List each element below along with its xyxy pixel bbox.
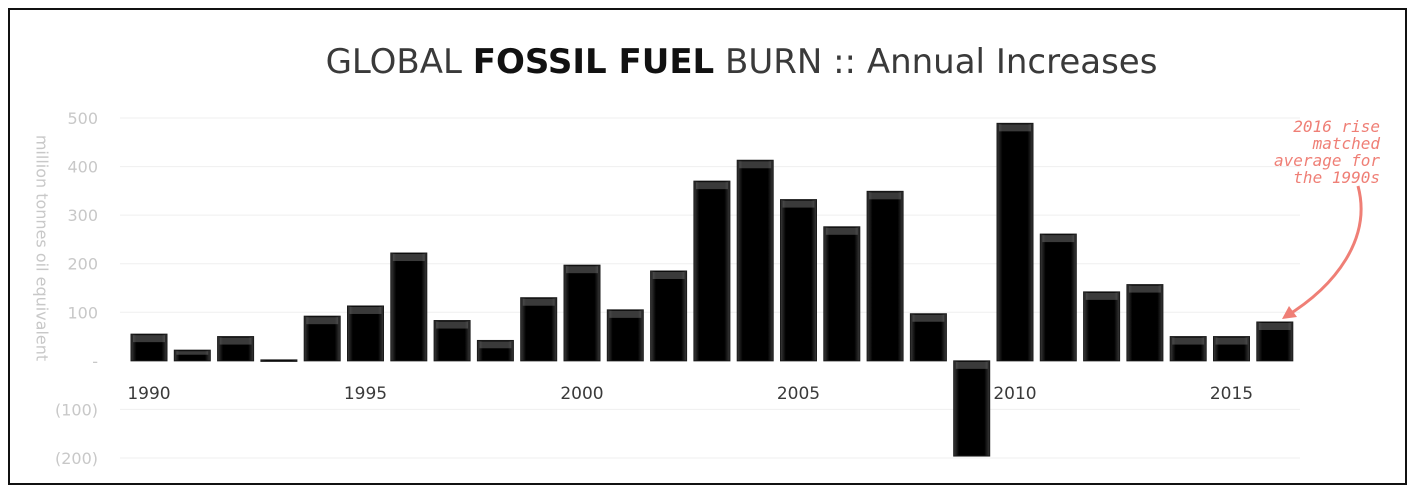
- bar-highlight: [306, 317, 339, 325]
- bar-highlight: [652, 272, 685, 279]
- bar-highlight: [219, 337, 252, 345]
- bar: [390, 252, 428, 362]
- y-tick-label: (200): [55, 449, 98, 468]
- bar: [217, 336, 255, 362]
- bar: [1039, 233, 1077, 362]
- bar-body: [1126, 284, 1164, 362]
- bar-body: [780, 199, 817, 362]
- y-tick-label: 200: [67, 255, 98, 274]
- bar: [130, 333, 168, 362]
- x-tick-label: 1990: [127, 384, 170, 404]
- bar: [693, 180, 731, 362]
- y-tick-label: 400: [67, 158, 98, 177]
- bar: [1083, 291, 1121, 362]
- bar: [260, 359, 298, 362]
- bar: [1169, 336, 1207, 362]
- x-tick-label: 2015: [1210, 384, 1253, 404]
- bar-body: [390, 252, 428, 362]
- chart-title-suffix: BURN :: Annual Increases: [714, 42, 1158, 82]
- y-tick-label: (100): [55, 400, 98, 419]
- bar-highlight: [1128, 285, 1161, 293]
- bar-body: [736, 159, 774, 362]
- bar-highlight: [133, 335, 165, 343]
- x-tick-label: 2010: [993, 384, 1036, 404]
- bar-body: [347, 305, 384, 362]
- bar-highlight: [1215, 337, 1248, 345]
- y-tick-label: 500: [67, 109, 98, 128]
- bar: [1213, 336, 1250, 362]
- bar-highlight: [739, 161, 772, 169]
- chart-title-bold: FOSSIL FUEL: [472, 42, 715, 82]
- bar-body: [173, 349, 211, 362]
- bars: [130, 122, 1294, 457]
- bar: [736, 159, 774, 362]
- bar-highlight: [912, 314, 945, 322]
- bar: [909, 313, 947, 362]
- bar: [606, 309, 644, 362]
- annotation-text: 2016 rise matched average for the 1990s: [1274, 117, 1380, 187]
- bar: [347, 305, 384, 362]
- bar-body: [866, 190, 904, 362]
- bar-highlight: [566, 266, 598, 274]
- chart-title: GLOBAL FOSSIL FUEL BURN :: Annual Increa…: [0, 42, 1417, 82]
- bar: [1126, 284, 1164, 362]
- bar: [780, 199, 817, 362]
- bar-body: [953, 360, 991, 457]
- bar-body: [823, 226, 861, 362]
- bar-highlight: [349, 306, 382, 314]
- bar-highlight: [479, 341, 512, 349]
- bar: [563, 264, 601, 362]
- bar-body: [606, 309, 644, 362]
- bar-highlight: [955, 361, 988, 369]
- bar-body: [693, 180, 731, 362]
- bar: [476, 339, 514, 362]
- x-axis-ticks: 1990 1995 2000 2005 2010 2015: [127, 384, 1253, 404]
- annotation-arrowhead: [1282, 306, 1297, 319]
- bar-body: [650, 270, 688, 362]
- x-tick-label: 1995: [344, 384, 387, 404]
- bar-body: [1083, 291, 1121, 362]
- bar-highlight: [869, 192, 902, 200]
- bar-highlight: [825, 227, 858, 235]
- x-tick-label: 2005: [777, 384, 820, 404]
- y-tick-label: 100: [67, 303, 98, 322]
- bar-highlight: [1085, 292, 1118, 300]
- bar: [953, 360, 991, 457]
- bar: [650, 270, 688, 362]
- bar: [823, 226, 861, 362]
- bar-body: [1039, 233, 1077, 362]
- bar-body: [563, 264, 601, 362]
- bar: [433, 320, 471, 362]
- bar-highlight: [999, 124, 1031, 132]
- x-tick-label: 2000: [560, 384, 603, 404]
- bar-highlight: [782, 200, 815, 208]
- chart-title-prefix: GLOBAL: [325, 42, 473, 82]
- annotation-arrow: [1284, 185, 1363, 319]
- bar: [520, 297, 558, 362]
- bar-body: [520, 297, 558, 362]
- bar-highlight: [392, 254, 425, 262]
- bar-highlight: [436, 321, 469, 329]
- bar-highlight: [609, 310, 642, 318]
- bar: [996, 122, 1034, 362]
- bar-body: [996, 122, 1034, 362]
- bar-highlight: [1258, 323, 1291, 330]
- bar: [173, 349, 211, 362]
- bar-highlight: [1042, 235, 1075, 243]
- bar-highlight: [695, 182, 728, 190]
- bar-highlight: [176, 351, 209, 355]
- y-axis-ticks: 500 400 300 200 100 - (100) (200): [55, 109, 98, 468]
- bar: [866, 190, 904, 362]
- bar-body: [260, 359, 298, 362]
- y-tick-label: 300: [67, 206, 98, 225]
- bar: [303, 315, 341, 362]
- bar-highlight: [522, 298, 555, 306]
- y-tick-label: -: [92, 352, 98, 371]
- bar-highlight: [1172, 337, 1205, 345]
- bar: [1256, 321, 1294, 362]
